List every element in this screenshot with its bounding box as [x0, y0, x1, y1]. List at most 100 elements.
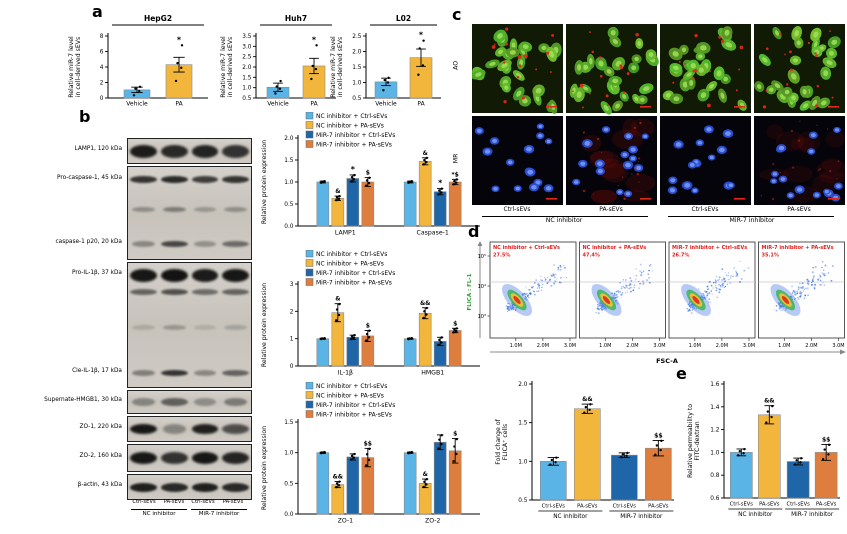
data-point: [626, 451, 629, 455]
bar: [316, 452, 330, 515]
y-axis-label: Relative protein expression: [261, 283, 268, 367]
data-point: [176, 61, 179, 65]
data-point: [383, 78, 386, 82]
blot-membrane: [127, 262, 252, 388]
panel-d-label: d: [468, 222, 480, 241]
chart-svg: 0.5 1.0 1.5 2.0 Fold change of FLICA⁺ cells Ct…: [495, 381, 674, 520]
y-tick-label: 2.0: [518, 382, 528, 388]
data-point: [352, 456, 356, 459]
data-point: [368, 447, 371, 451]
flow-percent-label: 27.5%: [493, 253, 510, 259]
blot-band: [193, 398, 217, 406]
c-col-label: PA-sEVs: [599, 206, 623, 213]
flow-percent-label: 47.4%: [583, 253, 600, 259]
blot-lane-label: Ctrl-sEVs: [191, 499, 215, 505]
bar: [331, 484, 345, 515]
flow-x-tick: 2.0M: [537, 343, 549, 349]
significance-symbol: &&: [420, 300, 430, 307]
data-point: [453, 179, 456, 183]
scale-bar: [828, 106, 839, 108]
data-point: [765, 421, 768, 424]
bar: [403, 338, 417, 367]
x-tick-label: PA: [417, 101, 425, 108]
group-label: Caspase-1: [417, 230, 449, 237]
legend-label: MiR-7 inhibitor + PA-sEVs: [316, 412, 392, 419]
blot-band: [160, 398, 188, 406]
data-point: [452, 331, 455, 334]
flow-condition-label: MiR-7 inhibitor + Ctrl-sEVs: [672, 245, 747, 251]
flow-x-tick: 1.0M: [689, 343, 701, 349]
data-point: [352, 178, 356, 181]
data-point: [311, 64, 314, 68]
data-point: [408, 337, 411, 340]
significance-symbol: &: [335, 296, 340, 303]
data-point: [588, 408, 591, 412]
panel-a-label: a: [92, 2, 103, 21]
data-point: [455, 181, 458, 184]
data-point: [350, 335, 354, 338]
group-label: MiR-7 inhibitor: [791, 512, 834, 518]
flow-x-tick: 1.0M: [778, 343, 790, 349]
y-axis-label: FLICA⁺ cells: [502, 424, 509, 461]
bar: [574, 408, 601, 501]
significance-symbol: &&: [582, 396, 592, 403]
data-point: [422, 316, 425, 320]
legend-label: MiR-7 inhibitor + Ctrl-sEVs: [316, 402, 395, 409]
data-point: [353, 452, 356, 456]
blot-membrane: [127, 444, 252, 472]
chart-svg: HepG2 0 2 4 6 8 Relative miR-7 level in cell-de…: [68, 14, 208, 108]
y-axis-label: Relative protein expression: [261, 426, 268, 510]
data-point: [338, 194, 341, 198]
bar: [316, 338, 330, 367]
scale-bar: [734, 106, 745, 108]
blot-band: [224, 398, 247, 406]
panel-e-label: e: [676, 364, 687, 383]
blot-band: [222, 452, 249, 464]
significance-symbol: $$: [654, 432, 662, 439]
data-point: [180, 66, 183, 69]
blot-band: [222, 288, 249, 295]
group-label: IL-1β: [338, 370, 353, 377]
blot-band: [132, 370, 155, 377]
legend-swatch: [305, 400, 314, 409]
data-point: [625, 454, 628, 457]
y-axis-label: Relative miR-7 level: [330, 36, 337, 98]
flow-x-tick: 3.0M: [653, 343, 665, 349]
y-tick-label: 4: [100, 65, 104, 71]
data-point: [367, 336, 371, 339]
data-point: [337, 484, 341, 487]
blot-band: [222, 241, 249, 248]
blot-membrane: [127, 390, 252, 414]
significance-symbol: $: [366, 170, 370, 177]
legend-label: MiR-7 inhibitor + PA-sEVs: [316, 280, 392, 287]
y-tick-label: 0.0: [284, 224, 294, 230]
data-point: [423, 310, 426, 313]
x-tick-label: Vehicle: [375, 101, 397, 108]
data-point: [386, 81, 390, 84]
density-core: [681, 283, 711, 317]
chart-svg: Huh7 0.5 1.0 1.5 2.0 2.5 3.0 3.5 Relative miR-7 …: [220, 14, 336, 108]
data-point: [138, 89, 141, 93]
y-tick-label: 0.5: [518, 498, 528, 504]
legend-swatch: [305, 268, 314, 277]
significance-symbol: &&: [333, 473, 343, 480]
data-point: [421, 64, 425, 67]
panel-b-label: b: [79, 107, 91, 126]
data-point: [353, 334, 356, 337]
data-point: [367, 458, 371, 462]
blot-band: [160, 370, 188, 377]
significance-symbol: $: [453, 431, 457, 438]
flow-svg: FLICA : FL-1 10⁵ 10⁴ 10³ FSC-A NC inhibitor +…: [467, 241, 846, 365]
bar: [730, 452, 753, 499]
data-point: [350, 176, 354, 179]
chart-huh7: Huh7 0.5 1.0 1.5 2.0 2.5 3.0 3.5 Relative miR-7 …: [218, 12, 344, 122]
flow-x-tick: 1.0M: [510, 343, 522, 349]
blot-band: [222, 424, 249, 434]
bar: [433, 441, 447, 515]
data-point: [440, 341, 443, 344]
blot-lane-label: Ctrl-sEVs: [132, 499, 156, 505]
data-point: [368, 329, 371, 332]
data-point: [440, 442, 443, 446]
bar: [418, 312, 432, 367]
western-blots: LAMP1, 120 kDa Pro-caspase-1, 45 kDa caspa…: [10, 138, 255, 518]
